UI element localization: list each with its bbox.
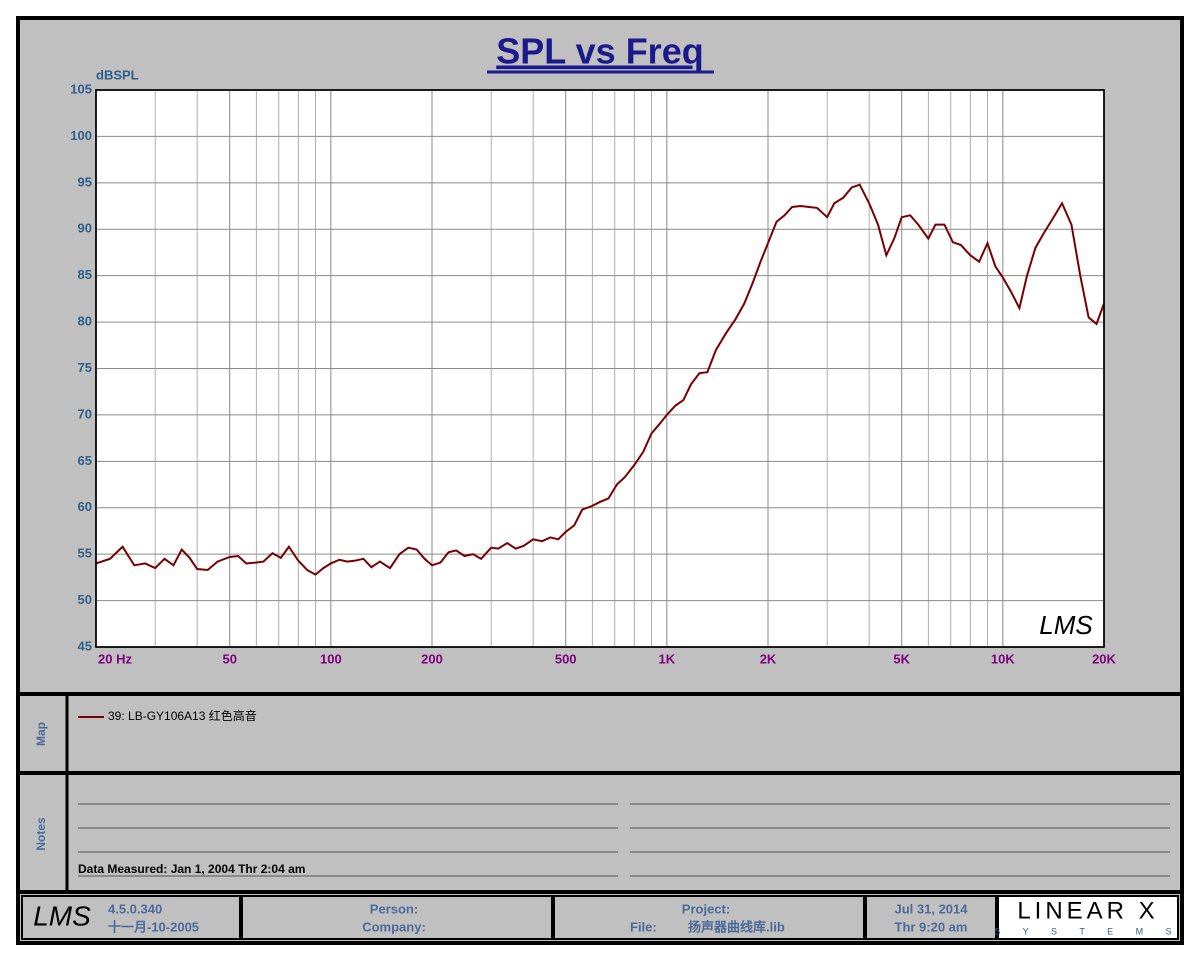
notes-label: Notes	[34, 817, 48, 851]
company: Company:	[362, 919, 426, 934]
date: Jul 31, 2014	[895, 901, 969, 916]
y-tick-label: 100	[70, 128, 92, 143]
plot-logo: LMS	[1039, 610, 1093, 640]
person: Person:	[370, 901, 418, 916]
time: Thr 9:20 am	[895, 919, 968, 934]
y-tick-label: 45	[78, 638, 92, 653]
y-tick-label: 65	[78, 453, 92, 468]
x-tick-label: 200	[421, 651, 443, 666]
brand: LINEAR X	[1017, 897, 1158, 924]
y-axis-label: dBSPL	[96, 67, 139, 82]
notes-text: Data Measured: Jan 1, 2004 Thr 2:04 am	[78, 862, 305, 876]
footer-logo: LMS	[33, 900, 91, 931]
y-tick-label: 95	[78, 174, 92, 189]
footer-cell	[997, 895, 1179, 940]
file-name: 扬声器曲线库.lib	[688, 919, 785, 934]
y-tick-label: 85	[78, 267, 92, 282]
x-tick-label: 2K	[760, 651, 777, 666]
brand-sub: S Y S T E M S	[994, 926, 1181, 936]
y-tick-label: 90	[78, 221, 92, 236]
y-tick-label: 55	[78, 546, 92, 561]
footer-cell	[21, 895, 241, 940]
y-tick-label: 70	[78, 406, 92, 421]
footer-cell	[553, 895, 865, 940]
x-tick-label: 500	[555, 651, 577, 666]
footer-cell	[241, 895, 553, 940]
x-tick-label: 100	[320, 651, 342, 666]
y-tick-label: 75	[78, 360, 92, 375]
legend-entry: 39: LB-GY106A13 红色高音	[108, 708, 257, 723]
notes-lines	[78, 803, 1170, 877]
x-tick-label: 1K	[659, 651, 676, 666]
file-label: File:	[630, 919, 657, 934]
y-tick-label: 80	[78, 314, 92, 329]
build-date: 十一月-10-2005	[108, 919, 199, 934]
chart-title: SPL vs Freq	[496, 31, 703, 72]
x-tick-label: 20K	[1092, 651, 1116, 666]
footer-cell	[865, 895, 997, 940]
plot-border	[95, 89, 1105, 648]
x-tick-label: 20 Hz	[98, 651, 132, 666]
y-tick-label: 105	[70, 81, 92, 96]
x-tick-label: 50	[222, 651, 236, 666]
project: Project:	[682, 901, 730, 916]
y-tick-label: 50	[78, 592, 92, 607]
x-tick-label: 10K	[991, 651, 1015, 666]
marks	[95, 183, 1105, 576]
version: 4.5.0.340	[108, 901, 162, 916]
footer	[21, 895, 1179, 940]
x-tick-label: 5K	[893, 651, 910, 666]
y-tick-label: 60	[78, 499, 92, 514]
map-label: Map	[34, 722, 48, 746]
series-line	[95, 183, 1105, 576]
